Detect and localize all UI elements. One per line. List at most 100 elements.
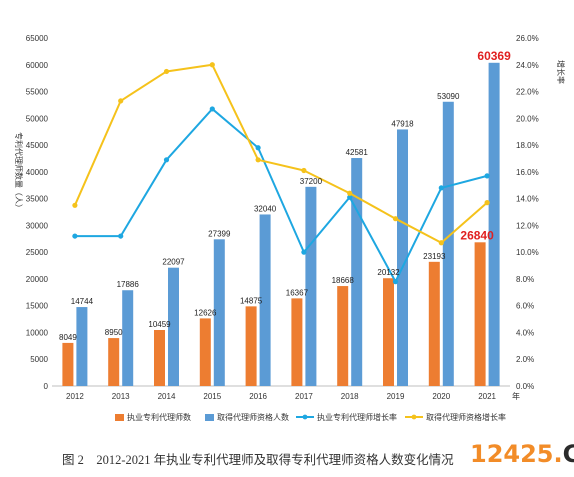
x-tick-label: 2016: [249, 392, 267, 401]
point-practicing-growth: [209, 106, 215, 112]
point-qualified-growth: [118, 98, 124, 104]
y2-tick-label: 20.0%: [516, 114, 539, 123]
point-practicing-growth: [438, 185, 444, 191]
chart-data-labels: 8049 14744 8950 17886 10459 22097 12626 27399 14…: [59, 49, 511, 342]
bar-practicing-agents: [245, 306, 257, 386]
point-practicing-growth: [255, 145, 261, 151]
bar-practicing-agents: [474, 242, 486, 386]
legend-practicing-agents-label: 执业专利代理师数: [127, 412, 191, 422]
bar-qualified-agents: [168, 267, 179, 386]
bar-practicing-agents: [383, 278, 394, 386]
data-label-qualified: 47918: [391, 119, 414, 128]
data-label-practicing: 23193: [423, 252, 446, 261]
data-label-qualified: 14744: [71, 297, 94, 306]
x-tick-label: 2019: [387, 392, 405, 401]
y-tick-label: 20000: [26, 275, 49, 284]
point-practicing-growth: [163, 157, 170, 163]
x-tick-label: 2012: [66, 392, 84, 401]
data-label-qualified: 32040: [254, 204, 277, 213]
y2-tick-label: 18.0%: [516, 141, 539, 150]
watermark-dot: .: [553, 440, 563, 468]
y-tick-label: 30000: [26, 221, 49, 230]
bar-practicing-agents: [291, 298, 303, 386]
legend-qualified-growth-label: 取得代理师资格增长率: [426, 412, 506, 422]
point-qualified-growth: [72, 202, 78, 208]
data-label-practicing: 26840: [460, 228, 494, 242]
y-tick-label: 60000: [26, 61, 49, 70]
x-tick-label: 2013: [112, 392, 130, 401]
legend-qualified-growth-marker: [411, 414, 417, 420]
x-tick-label: 2017: [295, 392, 313, 401]
chart-legend: 执业专利代理师数 取得代理师资格人数 执业专利代理师增长率 取得代理师资格增长率: [115, 412, 506, 422]
data-label-practicing: 8049: [59, 333, 77, 342]
y-tick-label: 50000: [26, 114, 49, 123]
chart-lines: [72, 62, 490, 285]
legend-practicing-agents-swatch: [115, 414, 124, 421]
data-label-practicing: 20132: [377, 268, 400, 277]
bar-practicing-agents: [62, 342, 74, 386]
y-tick-label: 40000: [26, 168, 49, 177]
y-tick-label: 25000: [26, 248, 49, 257]
y2-tick-label: 12.0%: [516, 221, 539, 230]
point-qualified-growth: [484, 200, 490, 206]
legend-practicing-growth-marker: [302, 414, 308, 420]
y2-tick-label: 2.0%: [516, 355, 534, 364]
data-label-qualified: 22097: [162, 258, 185, 267]
bar-qualified-agents: [351, 158, 363, 386]
x-tick-label: 2021: [478, 392, 496, 401]
bar-practicing-agents: [199, 318, 211, 386]
y-tick-label: 0: [44, 382, 49, 391]
y2-tick-label: 0.0%: [516, 382, 534, 391]
x-tick-label: 2015: [203, 392, 221, 401]
point-qualified-growth: [255, 157, 261, 163]
legend-qualified-agents-label: 取得代理师资格人数: [217, 412, 289, 422]
y-tick-label: 10000: [26, 328, 49, 337]
bar-qualified-agents: [488, 62, 500, 386]
y-axis-label: 专利代理师数量（人）: [14, 132, 24, 212]
data-label-practicing: 8950: [105, 328, 123, 337]
data-label-qualified: 37200: [300, 177, 323, 186]
y-tick-label: 45000: [26, 141, 49, 150]
x-tick-label: 2020: [432, 392, 450, 401]
point-qualified-growth: [209, 62, 215, 68]
point-practicing-growth: [301, 249, 307, 255]
y2-tick-label: 26.0%: [516, 34, 539, 43]
x-axis-unit: 年: [512, 391, 520, 401]
bar-qualified-agents: [213, 239, 225, 386]
bar-practicing-agents: [428, 261, 440, 386]
legend-qualified-agents-swatch: [205, 414, 214, 421]
bar-practicing-agents: [337, 286, 349, 386]
site-watermark: 12425.CN: [470, 440, 574, 468]
bar-practicing-agents: [154, 330, 165, 386]
y2-tick-label: 8.0%: [516, 275, 534, 284]
data-label-qualified: 17886: [117, 280, 140, 289]
y-tick-label: 15000: [26, 302, 49, 311]
data-label-practicing: 14875: [240, 296, 263, 305]
y-tick-label: 5000: [30, 355, 48, 364]
data-label-practicing: 16367: [286, 288, 309, 297]
x-tick-label: 2014: [158, 392, 176, 401]
point-qualified-growth: [163, 68, 170, 75]
data-label-qualified: 42581: [346, 148, 369, 157]
point-practicing-growth: [392, 279, 399, 285]
legend-practicing-growth-label: 执业专利代理师增长率: [317, 412, 397, 422]
y2-tick-label: 24.0%: [516, 61, 539, 70]
y2-axis-label: 增长率: [556, 60, 566, 84]
line-qualified-growth: [73, 63, 488, 244]
line-practicing-growth: [74, 107, 488, 283]
bar-qualified-agents: [76, 307, 88, 386]
point-qualified-growth: [438, 240, 444, 246]
y-tick-label: 65000: [26, 34, 49, 43]
bar-practicing-agents: [108, 338, 120, 386]
bar-qualified-agents: [442, 101, 454, 386]
point-practicing-growth: [347, 194, 353, 200]
y2-tick-label: 10.0%: [516, 248, 539, 257]
figure-caption: 图 2 2012-2021 年执业专利代理师及取得专利代理师资格人数变化情况: [62, 453, 454, 467]
y2-tick-label: 6.0%: [516, 302, 534, 311]
y-tick-label: 35000: [26, 195, 49, 204]
point-qualified-growth: [301, 167, 307, 174]
chart-axes: 0 5000 10000 15000 20000 25000 30000 35000 40000…: [14, 34, 566, 401]
watermark-number: 12425: [470, 440, 554, 468]
data-label-qualified: 53090: [437, 92, 460, 101]
data-label-qualified: 27399: [208, 229, 231, 238]
